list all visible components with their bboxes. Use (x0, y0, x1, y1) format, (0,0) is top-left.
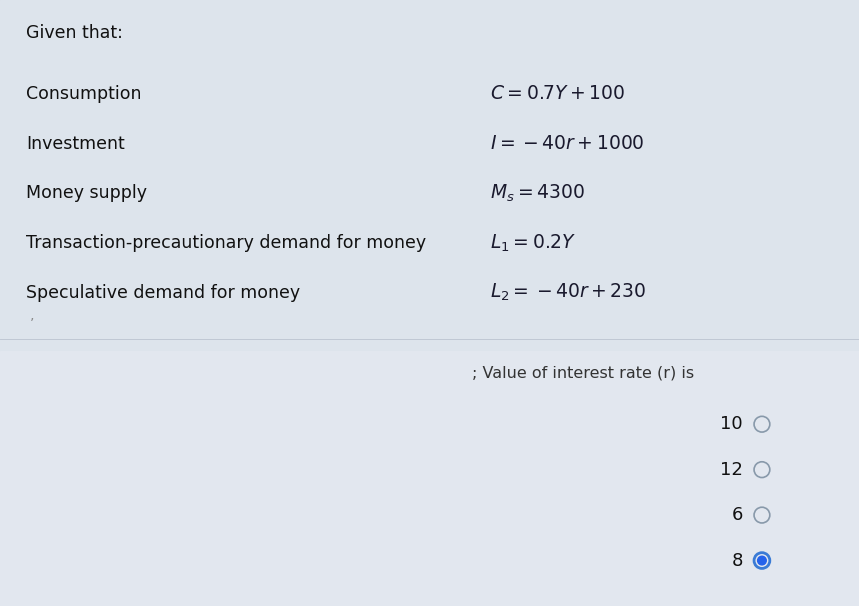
Text: 6: 6 (732, 506, 743, 524)
Text: Consumption: Consumption (26, 85, 141, 103)
Text: $L_2 = -40r + 230$: $L_2 = -40r + 230$ (490, 282, 646, 304)
Text: $L_1 = 0.2Y$: $L_1 = 0.2Y$ (490, 232, 576, 254)
Text: $M_s = 4300$: $M_s = 4300$ (490, 182, 585, 204)
Text: ’: ’ (30, 317, 34, 331)
Text: Money supply: Money supply (26, 184, 147, 202)
Text: Given that:: Given that: (26, 24, 123, 42)
Text: 10: 10 (721, 415, 743, 433)
Ellipse shape (758, 556, 766, 565)
Bar (0, 351, 859, 606)
Text: $C = 0.7Y + 100$: $C = 0.7Y + 100$ (490, 84, 625, 104)
Bar (0, 0, 859, 351)
Text: Transaction-precautionary demand for money: Transaction-precautionary demand for mon… (26, 234, 426, 252)
Text: ; Value of interest rate (r) is: ; Value of interest rate (r) is (472, 365, 695, 380)
Text: $I = -40r + 1000$: $I = -40r + 1000$ (490, 134, 644, 153)
Text: 12: 12 (720, 461, 743, 479)
Text: Investment: Investment (26, 135, 125, 153)
Text: Speculative demand for money: Speculative demand for money (26, 284, 300, 302)
Text: 8: 8 (732, 551, 743, 570)
